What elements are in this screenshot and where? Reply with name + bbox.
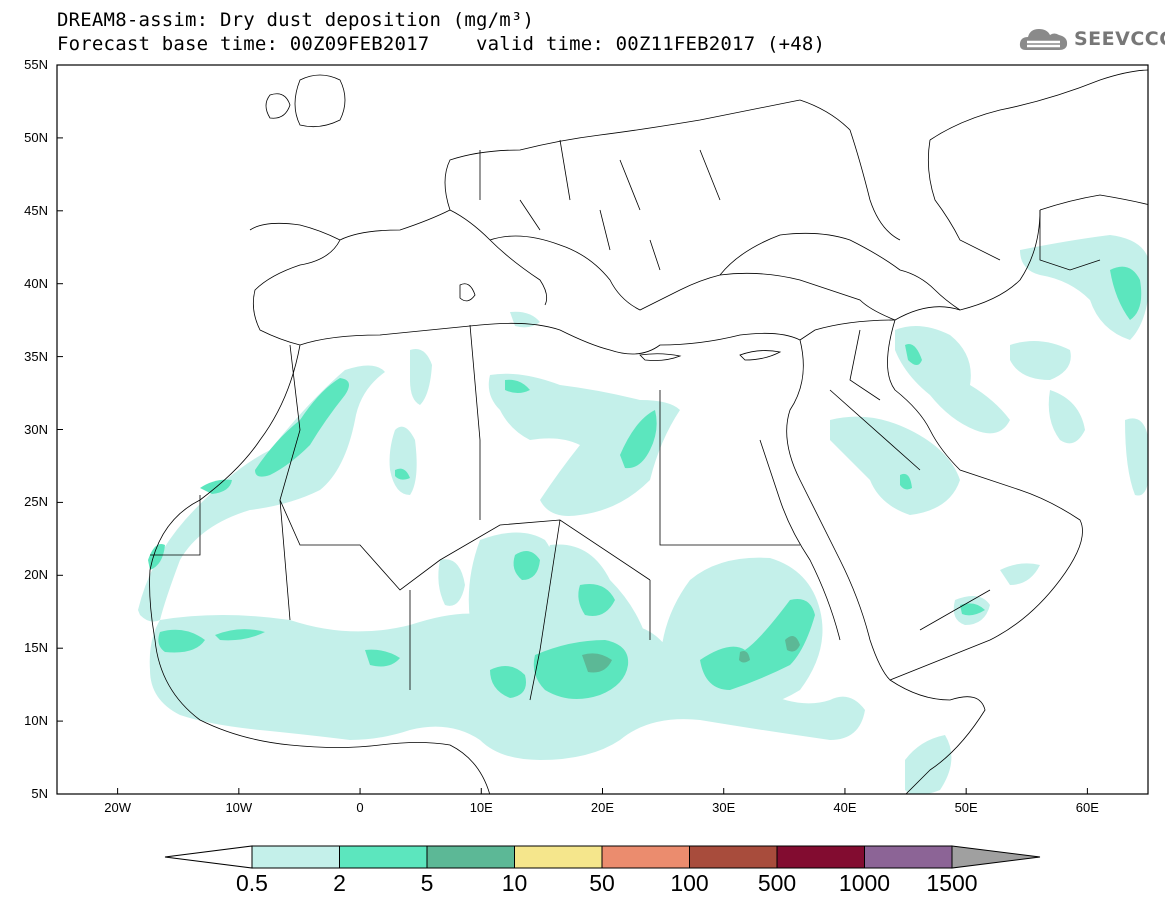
colorbar-label: 2 — [333, 870, 346, 896]
colorbar-label: 0.5 — [236, 870, 268, 896]
lon-label: 40E — [833, 800, 857, 815]
colorbar — [164, 845, 1041, 869]
lat-label: 45N — [24, 202, 48, 218]
lat-label: 55N — [24, 57, 48, 72]
coastlines-and-borders — [149, 69, 1148, 794]
lat-label: 40N — [24, 275, 48, 291]
lat-label: 25N — [24, 494, 48, 510]
lon-label: 50E — [954, 800, 978, 815]
lon-label: 0 — [356, 800, 364, 815]
lat-label: 50N — [24, 129, 48, 145]
lon-label: 60E — [1075, 800, 1099, 815]
colorbar-label: 1500 — [926, 870, 978, 896]
deposition-2-5 — [148, 266, 1142, 699]
deposition-5-10 — [582, 636, 800, 673]
colorbar-label: 10 — [501, 870, 528, 896]
deposition-0.5-2 — [138, 235, 1148, 794]
seevccc-logo: SEEVCCC — [1018, 22, 1165, 56]
colorbar-low-arrow — [164, 845, 253, 869]
colorbar-cell — [339, 845, 428, 869]
colorbar-cell — [601, 845, 690, 869]
lat-label: 35N — [24, 348, 48, 364]
deposition-contours — [138, 235, 1148, 794]
colorbar-cell — [426, 845, 515, 869]
lat-label: 30N — [24, 421, 48, 437]
logo-text: SEEVCCC — [1074, 28, 1165, 50]
lon-label: 20E — [590, 800, 615, 815]
lat-label: 5N — [31, 786, 48, 801]
forecast-times: Forecast base time: 00Z09FEB2017 valid t… — [57, 33, 826, 55]
colorbar-cell — [514, 845, 603, 869]
lon-label: 10E — [469, 800, 493, 815]
colorbar-cell — [251, 845, 340, 869]
axis-ticks — [57, 64, 1088, 795]
colorbar-label: 50 — [589, 870, 615, 896]
lon-label: 10W — [225, 800, 253, 815]
colorbar-cell — [864, 845, 953, 869]
cloud-logo-icon — [1019, 29, 1068, 50]
lat-label: 20N — [24, 567, 48, 583]
lon-label: 30E — [712, 800, 736, 815]
map-title: DREAM8-assim: Dry dust deposition (mg/m³… — [57, 9, 535, 31]
colorbar-high-arrow — [951, 845, 1041, 869]
colorbar-cell — [689, 845, 778, 869]
colorbar-cell — [776, 845, 865, 869]
lat-label: 15N — [24, 640, 48, 656]
colorbar-label: 1000 — [838, 870, 891, 896]
colorbar-label: 5 — [420, 870, 434, 896]
lon-label: 20W — [104, 800, 131, 815]
colorbar-label: 100 — [670, 870, 709, 896]
colorbar-label: 500 — [757, 870, 797, 896]
lat-label: 10N — [24, 713, 48, 729]
